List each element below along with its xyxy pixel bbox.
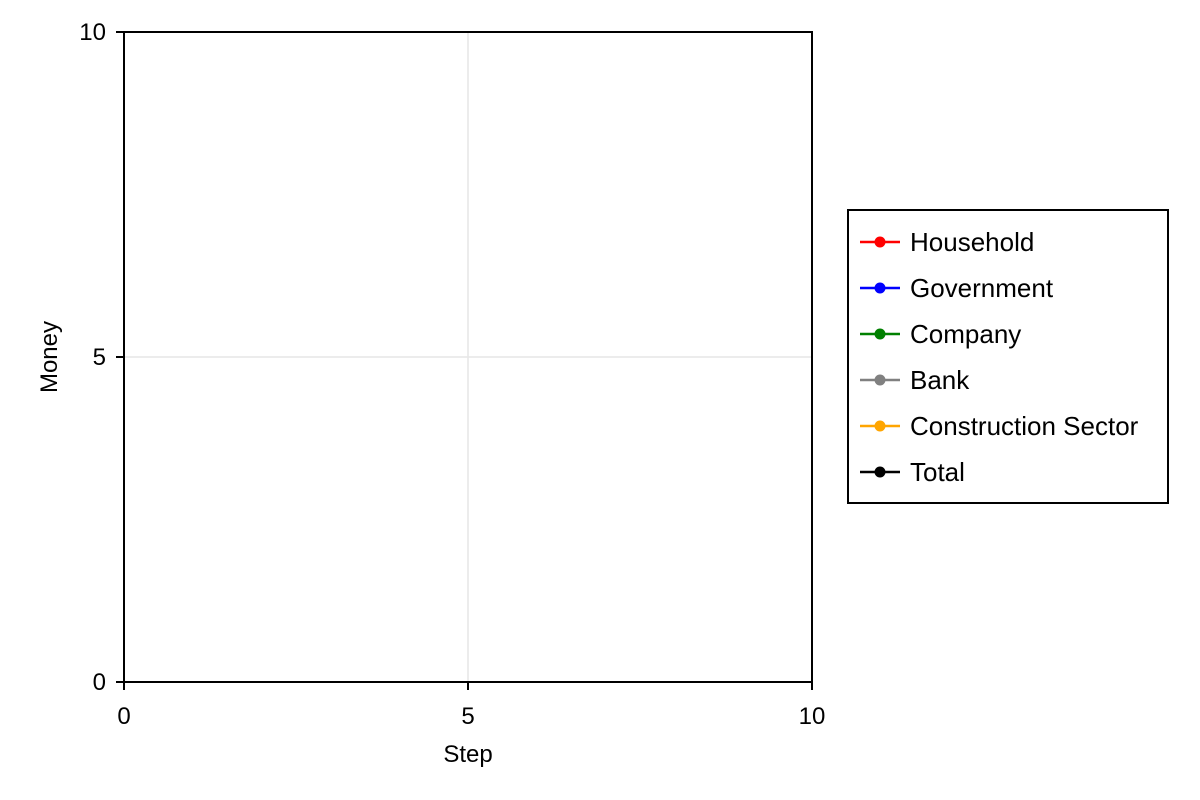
x-tick-label: 5 [461,703,474,730]
legend-marker-swatch [874,236,886,248]
legend-label: Company [910,319,1021,349]
legend-label: Household [910,227,1034,257]
x-tick-label: 0 [117,703,130,730]
legend-marker-swatch [874,374,886,386]
x-tick-label: 10 [799,703,826,730]
legend-label: Government [910,273,1054,303]
legend-entry: Company [860,319,1021,349]
y-tick-label: 5 [93,344,106,371]
y-tick-label: 10 [79,19,106,46]
legend-entry: Government [860,273,1054,303]
x-axis-title: Step [443,741,492,768]
legend: Household Government Company Bank Constructi… [847,209,1169,504]
y-axis-ticks: 0 5 10 [79,19,124,696]
legend-label: Bank [910,365,970,395]
legend-entry: Construction Sector [860,411,1139,441]
legend-label: Construction Sector [910,411,1139,441]
legend-marker-swatch [874,328,886,340]
legend-items: Household Government Company Bank Constructi… [860,227,1139,487]
legend-box [847,209,1169,504]
legend-label: Total [910,457,965,487]
legend-marker-swatch [874,282,886,294]
legend-marker-swatch [874,466,886,478]
legend-marker-swatch [874,420,886,432]
legend-entry: Household [860,227,1034,257]
legend-entry: Bank [860,365,970,395]
y-tick-label: 0 [93,669,106,696]
x-axis-ticks: 0 5 10 [117,682,825,730]
y-axis-title: Money [36,321,63,393]
legend-entry: Total [860,457,965,487]
